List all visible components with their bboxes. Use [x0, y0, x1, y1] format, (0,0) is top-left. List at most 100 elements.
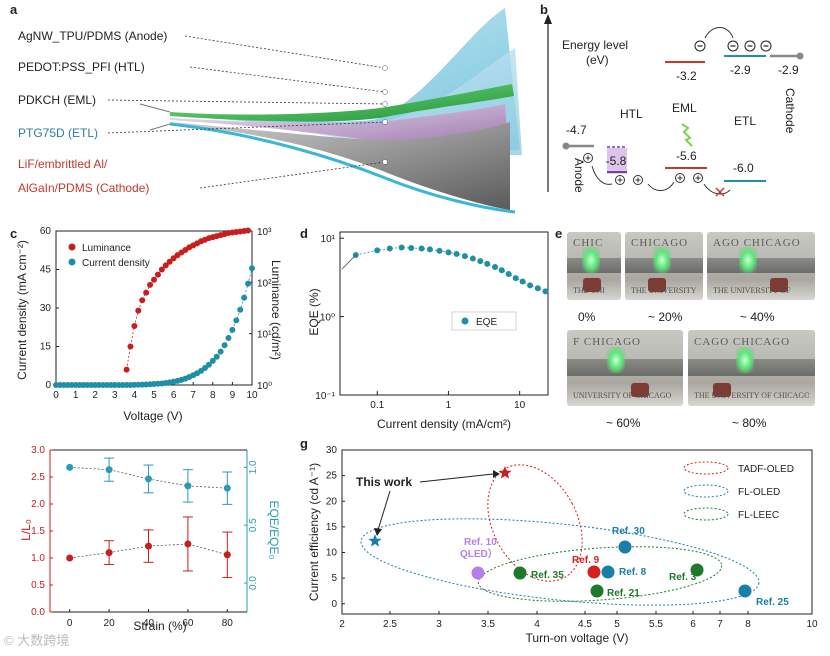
eqe-ratio-point [223, 484, 231, 492]
star-marker [498, 466, 512, 479]
y-tick-label: 0.0 [31, 607, 45, 618]
caption-strain-20: ~ 20% [648, 310, 683, 324]
anode-value: -4.7 [566, 123, 587, 137]
y2-axis-label: EQE/EQE₀ [267, 501, 281, 560]
x-tick-label: 0.1 [370, 400, 384, 411]
legend-label-0: TADF-OLED [738, 464, 794, 475]
layer-label-2: PDKCH (EML) [18, 93, 96, 107]
x-tick-label: 20 [104, 618, 116, 629]
panel-letter-g: g [300, 436, 308, 451]
x-tick-label: 40 [143, 618, 155, 629]
eqe-lead-line [341, 254, 357, 270]
legend-label-2: FL-LEEC [738, 510, 779, 521]
y2-tick-label: 1.0 [248, 460, 259, 474]
ref-point [513, 566, 527, 580]
x-tick-label: 5.5 [649, 619, 663, 630]
x-axis-label: Strain (%) [133, 619, 186, 633]
panel-letter-e: e [555, 226, 562, 241]
x-tick-label: 1 [446, 400, 452, 411]
luminance-ratio-point [105, 549, 113, 557]
current-density-line [56, 268, 253, 386]
x-tick-label: 4.5 [578, 619, 592, 630]
y-tick-label: 1.5 [31, 526, 45, 537]
current-density-point [249, 265, 255, 272]
this-work-label: This work [356, 475, 412, 489]
x-tick-label: 3 [436, 619, 442, 630]
fl-leec-ellipse [477, 546, 723, 602]
electron-transfer-arrow [704, 27, 734, 39]
eqe-point [418, 245, 425, 252]
photo-strain-0: CHIC THE UNI [567, 232, 621, 300]
x-tick-label: 0 [67, 618, 73, 629]
y-tick-label: 10⁰ [320, 313, 335, 324]
ref-21-label: Ref. 21 [607, 588, 640, 599]
layer-label-1: PEDOT:PSS_PFI (HTL) [18, 60, 145, 74]
emission-icon [681, 123, 693, 147]
current-density-point [217, 348, 224, 355]
luminance-point [166, 258, 173, 265]
htl-value: -5.8 [606, 154, 627, 168]
x-tick-label: 0 [53, 390, 59, 401]
current-density-point [213, 353, 220, 360]
y-tick-label: 5 [331, 573, 337, 584]
eqe-ratio-line [69, 466, 228, 489]
htl-label: HTL [620, 107, 643, 121]
layer-cathode-shape [170, 122, 510, 210]
etl-lumo-value: -2.9 [730, 63, 751, 77]
ref-8-label: Ref. 8 [619, 567, 647, 578]
current-density-point [201, 365, 208, 372]
luminance-ratio-line [69, 543, 228, 559]
legend-label-1: FL-OLED [738, 487, 780, 498]
eml-homo-value: -5.6 [676, 149, 697, 163]
leader-dot-0 [382, 65, 388, 71]
x-tick-label: 1 [73, 390, 79, 401]
x-tick-label: 2 [339, 619, 345, 630]
x-axis-label: Current density (mA/cm²) [377, 417, 511, 431]
x-tick-label: 10 [514, 400, 526, 411]
x-axis-label: Voltage (V) [123, 409, 182, 423]
leader-dot-2 [382, 101, 388, 107]
ref-10-label: Ref. 10 [464, 537, 497, 548]
y-tick-label: 0.5 [31, 580, 45, 591]
legend-current-marker [68, 258, 76, 266]
caption-strain-80: ~ 80% [732, 416, 767, 430]
leader-line-0 [184, 35, 386, 69]
y2-tick-label: 10² [257, 278, 272, 289]
panel-letter-d: d [300, 226, 308, 241]
ref-25-label: Ref. 25 [756, 597, 789, 608]
ref-point [587, 565, 601, 579]
y-axis-label: Current efficiency (cd A⁻¹) [307, 463, 321, 601]
etl-label: ETL [734, 114, 756, 128]
luminance-ratio-point [184, 540, 192, 548]
y-axis-label: EQE (%) [307, 288, 321, 335]
luminance-ratio-point [145, 542, 152, 550]
x-tick-label: 2.5 [383, 619, 397, 630]
y-tick-label: 3.0 [31, 445, 45, 456]
legend-current-label: Current density [82, 258, 150, 269]
eqe-point [477, 258, 484, 265]
eqe-point [534, 285, 541, 292]
eqe-point [398, 244, 405, 251]
eqe-point [491, 263, 498, 270]
luminance-point [151, 276, 157, 283]
luminance-point [139, 297, 146, 304]
hole-plus-icon [617, 177, 623, 183]
hole-plus-icon [677, 175, 683, 181]
y-tick-label: 0 [331, 599, 337, 610]
y-axis-label: L/L₀ [19, 519, 33, 541]
leader-dot-1 [382, 89, 388, 95]
y-tick-label: 15 [40, 342, 52, 353]
y-tick-label: 25 [326, 471, 338, 482]
ref-point [471, 566, 485, 580]
current-density-point [205, 361, 212, 368]
eml-lumo-value: -3.2 [676, 69, 697, 83]
eqe-ratio-point [145, 475, 152, 483]
this-work-arrow [377, 490, 391, 531]
luminance-point [154, 271, 161, 278]
this-work-arrowhead [374, 528, 382, 536]
hole-plus-icon [695, 175, 701, 181]
eqe-point [512, 275, 519, 282]
luminance-point [245, 227, 252, 234]
luminance-point [123, 366, 130, 373]
